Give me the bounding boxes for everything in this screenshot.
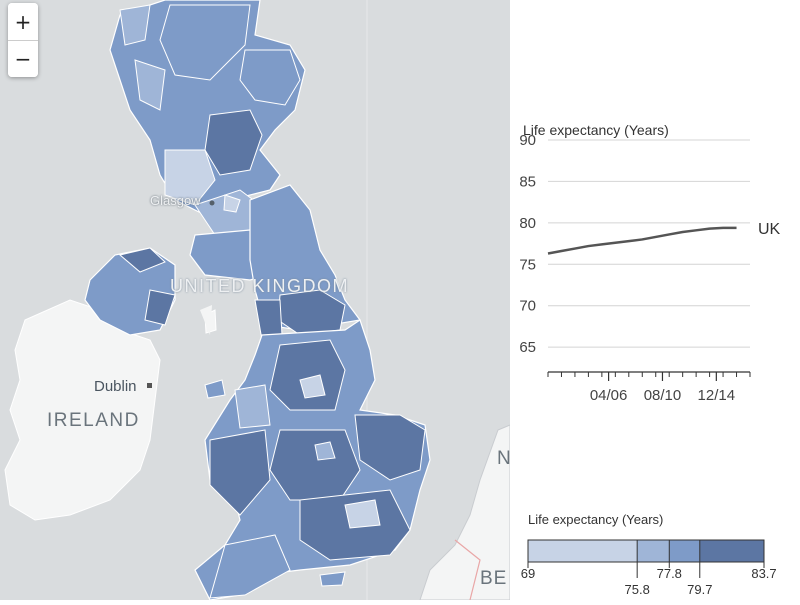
region (159, 4, 251, 81)
legend-title: Life expectancy (Years) (528, 512, 663, 527)
chart-series: UK (547, 221, 781, 255)
map-canvas (4, 0, 510, 600)
y-tick-label: 80 (519, 215, 536, 232)
y-tick-label: 85 (519, 173, 536, 190)
legend-tick-label: 69 (521, 566, 535, 581)
region (239, 49, 301, 106)
series-label: UK (758, 221, 781, 238)
region (344, 499, 381, 529)
zoom-in-button[interactable]: + (8, 3, 38, 40)
region (223, 194, 241, 213)
ireland-label: IRELAND (47, 410, 140, 431)
region (204, 379, 226, 399)
legend-swatch (528, 540, 638, 562)
x-tick-label: 12/14 (698, 387, 736, 404)
border-line (454, 539, 481, 600)
region (354, 414, 426, 481)
region (299, 374, 326, 399)
region (134, 59, 166, 111)
region (209, 534, 291, 599)
legend-tick-label: 77.8 (657, 566, 682, 581)
glasgow-label: Glasgow (150, 193, 201, 208)
zoom-control: + − (8, 3, 38, 77)
chart-grid (548, 139, 750, 348)
series-line-uk (547, 226, 737, 255)
region (319, 571, 346, 587)
region (144, 289, 176, 326)
chart-panel: Life expectancy (Years) 65 70 75 80 85 90 04/… (510, 0, 800, 600)
united-kingdom-label: UNITED KINGDOM (170, 276, 350, 296)
map-edge-label: BE (480, 568, 508, 589)
chart-x-axis: 04/06 08/10 12/14 (547, 371, 751, 404)
continental-europe-land (419, 424, 510, 600)
legend-swatch (637, 540, 670, 562)
x-tick-label: 04/06 (590, 387, 628, 404)
dublin-marker (147, 383, 152, 388)
legend-swatch (699, 540, 764, 562)
region (249, 184, 362, 331)
region (234, 384, 271, 429)
y-tick-label: 65 (519, 339, 536, 356)
island-land (200, 305, 212, 335)
region (119, 4, 151, 46)
line-chart: Life expectancy (Years) 65 70 75 80 85 90 04/… (519, 122, 781, 597)
region (118, 247, 166, 273)
map-edge-label: N (497, 448, 510, 469)
region (164, 149, 216, 206)
region (314, 441, 336, 461)
legend-tick-label: 75.8 (625, 582, 650, 597)
glasgow-marker (209, 200, 215, 206)
map-area[interactable]: + − UNITED KINGDOM IRELAND Dublin Glasgo… (0, 0, 510, 600)
y-tick-label: 75 (519, 256, 536, 273)
legend-tick-label: 83.7 (751, 566, 776, 581)
x-tick-label: 08/10 (644, 387, 682, 404)
legend-tick-label: 79.7 (687, 582, 712, 597)
chart-y-ticks: 65 70 75 80 85 90 (519, 132, 536, 356)
legend-swatch (669, 540, 700, 562)
chart-ylabel: Life expectancy (Years) (523, 122, 669, 138)
region (209, 429, 271, 516)
y-tick-label: 90 (519, 132, 536, 149)
zoom-out-button[interactable]: − (8, 40, 38, 77)
legend-scale: 69 75.8 77.8 79.7 83.7 (521, 539, 777, 597)
region (269, 339, 346, 411)
dublin-label: Dublin (94, 378, 137, 395)
y-tick-label: 70 (519, 298, 536, 315)
region (269, 429, 361, 501)
